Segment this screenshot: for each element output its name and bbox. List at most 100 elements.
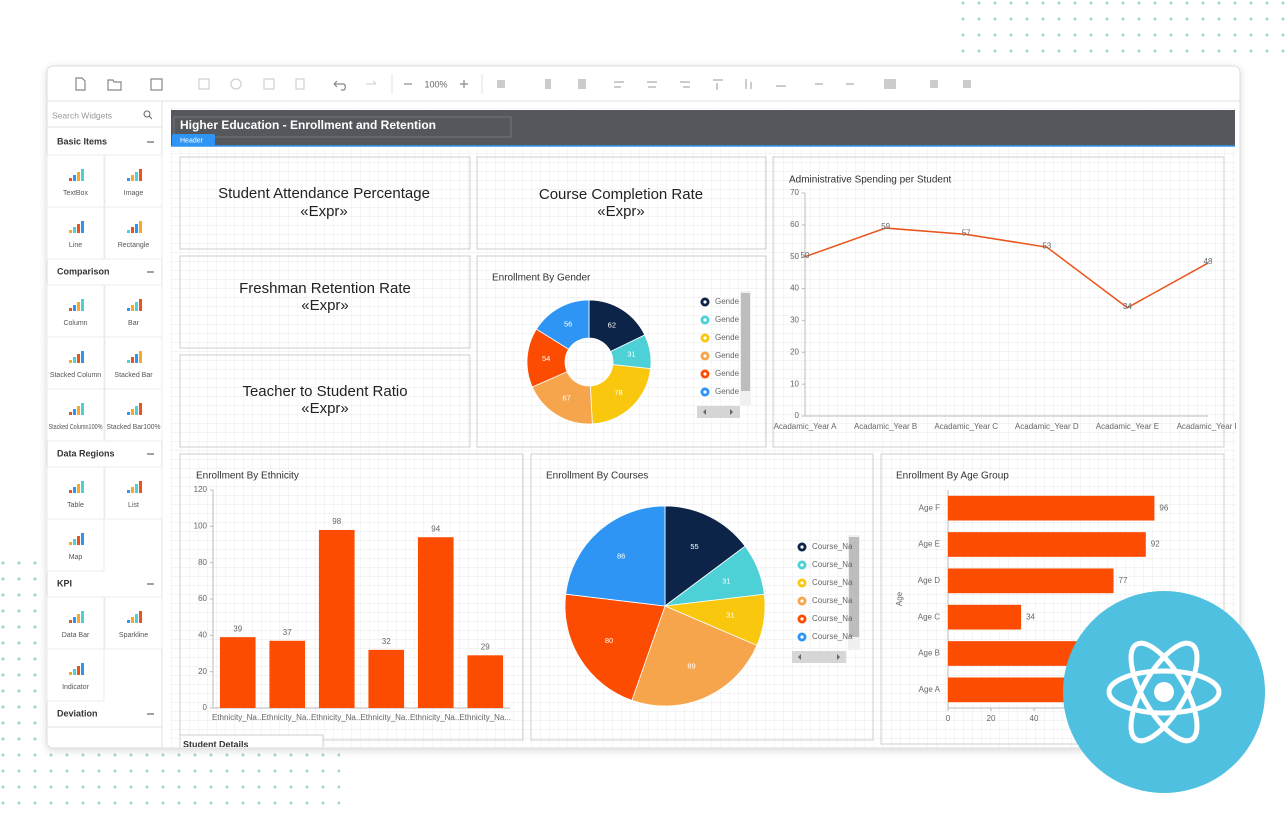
- save-icon[interactable]: [150, 78, 163, 91]
- legend-label[interactable]: Gende: [715, 297, 740, 306]
- x-tick-label: Acadamic_Year D: [1015, 422, 1079, 431]
- widget-icon: [135, 354, 138, 363]
- legend-label[interactable]: Gende: [715, 315, 740, 324]
- widget-icon: [81, 403, 84, 415]
- widget-icon: [131, 175, 134, 181]
- widget-label[interactable]: Stacked Bar100%: [107, 424, 161, 431]
- widget-icon: [73, 305, 76, 311]
- section-title: Data Regions: [57, 448, 115, 458]
- open-icon[interactable]: [107, 79, 122, 91]
- y-tick-label: Age D: [918, 576, 940, 585]
- widget-icon: [69, 308, 72, 311]
- legend-swatch-hole: [703, 318, 707, 322]
- widget-icon: [77, 406, 80, 415]
- widget-label[interactable]: Column: [63, 320, 87, 327]
- data-label: 48: [1204, 257, 1213, 266]
- data-label: 56: [564, 319, 572, 328]
- undo-icon[interactable]: [333, 80, 346, 91]
- x-tick-label: Ethnicity_Na...: [311, 713, 363, 722]
- x-tick-label: Ethnicity_Na...: [410, 713, 462, 722]
- y-tick-label: 60: [790, 220, 799, 229]
- kpi-panel[interactable]: [179, 354, 471, 448]
- widget-label[interactable]: Rectangle: [118, 242, 150, 249]
- widget-label[interactable]: Table: [67, 502, 84, 509]
- data-label: 89: [687, 661, 695, 670]
- chart-panel[interactable]: [880, 453, 1225, 745]
- y-tick-label: Age A: [919, 685, 941, 694]
- widget-icon: [139, 169, 142, 181]
- x-tick-label: 40: [1030, 714, 1039, 723]
- data-label: 32: [382, 637, 391, 646]
- widget-icon: [77, 614, 80, 623]
- widget-icon: [135, 302, 138, 311]
- widget-icon: [81, 611, 84, 623]
- data-label: 31: [726, 610, 734, 619]
- data-label: 31: [627, 350, 635, 359]
- data-label: 31: [722, 577, 730, 586]
- widget-label[interactable]: Stacked Bar: [114, 372, 153, 379]
- kpi-panel[interactable]: [179, 156, 471, 250]
- legend-label[interactable]: Course_Na: [812, 614, 853, 623]
- x-tick-label: Acadamic_Year E: [1096, 422, 1159, 431]
- kpi-title: Student Attendance Percentage: [218, 185, 430, 202]
- search-widgets[interactable]: Search Widgets: [52, 110, 112, 120]
- widget-label[interactable]: Stacked Column: [50, 372, 101, 379]
- widget-icon: [77, 666, 80, 675]
- widget-label[interactable]: Line: [69, 242, 82, 249]
- y-tick-label: Age E: [918, 540, 940, 549]
- data-label: 62: [608, 321, 616, 330]
- data-label: 59: [881, 222, 890, 231]
- widget-icon: [135, 406, 138, 415]
- widget-label[interactable]: Stacked Column100%: [49, 424, 103, 431]
- bar: [948, 568, 1114, 594]
- bar: [948, 495, 1155, 521]
- widget-label[interactable]: Indicator: [62, 684, 90, 691]
- legend-label[interactable]: Course_Na: [812, 560, 853, 569]
- legend-label[interactable]: Course_Na: [812, 578, 853, 587]
- kpi-panel[interactable]: [476, 156, 767, 250]
- widget-label[interactable]: Sparkline: [119, 632, 148, 639]
- widget-label[interactable]: Data Bar: [62, 632, 90, 639]
- charts: Administrative Spending per Student 0 10 20…: [194, 175, 1236, 723]
- y-tick-label: Age C: [918, 612, 940, 621]
- widget-label[interactable]: Map: [69, 554, 83, 561]
- legend-label[interactable]: Gende: [715, 351, 740, 360]
- section-title: Deviation: [57, 708, 98, 718]
- legend-label[interactable]: Gende: [715, 387, 740, 396]
- widget-label[interactable]: Bar: [128, 320, 140, 327]
- widget-icon: [127, 308, 130, 311]
- legend-label[interactable]: Gende: [715, 333, 740, 342]
- legend-label[interactable]: Gende: [715, 369, 740, 378]
- widget-label[interactable]: Image: [124, 190, 144, 197]
- chart-panel[interactable]: [476, 255, 767, 448]
- widget-icon: [139, 481, 142, 493]
- new-icon[interactable]: [75, 77, 86, 91]
- widget-label[interactable]: List: [128, 502, 139, 509]
- legend-swatch-hole: [703, 300, 707, 304]
- widget-label[interactable]: TextBox: [63, 190, 88, 197]
- kpi-panel[interactable]: [179, 255, 471, 349]
- slice: [664, 505, 746, 607]
- header-tab[interactable]: [172, 134, 215, 146]
- kpi-expr: «Expr»: [301, 400, 349, 417]
- x-tick-label: Acadamic_Year C: [934, 422, 998, 431]
- table-panel[interactable]: [179, 734, 324, 749]
- widget-icon: [81, 221, 84, 233]
- legend-scrollbar[interactable]: [697, 291, 860, 663]
- zoom-level: 100%: [424, 79, 447, 89]
- legend-label[interactable]: Course_Na: [812, 542, 853, 551]
- header-tab-label[interactable]: Header: [180, 137, 204, 144]
- chart-panel[interactable]: [772, 156, 1225, 448]
- kpi-expr: «Expr»: [300, 203, 348, 220]
- legend-label[interactable]: Course_Na: [812, 596, 853, 605]
- slice: [565, 505, 666, 607]
- section-title: KPI: [57, 578, 72, 588]
- data-label: 67: [562, 394, 570, 403]
- chart-panel[interactable]: [530, 453, 874, 741]
- y-tick-label: 50: [790, 252, 799, 261]
- widget-icon: [81, 533, 84, 545]
- widget-icon: [81, 481, 84, 493]
- zoom-in[interactable]: [460, 80, 468, 88]
- legend-label[interactable]: Course_Na: [812, 632, 853, 641]
- chart-panel[interactable]: [179, 453, 524, 741]
